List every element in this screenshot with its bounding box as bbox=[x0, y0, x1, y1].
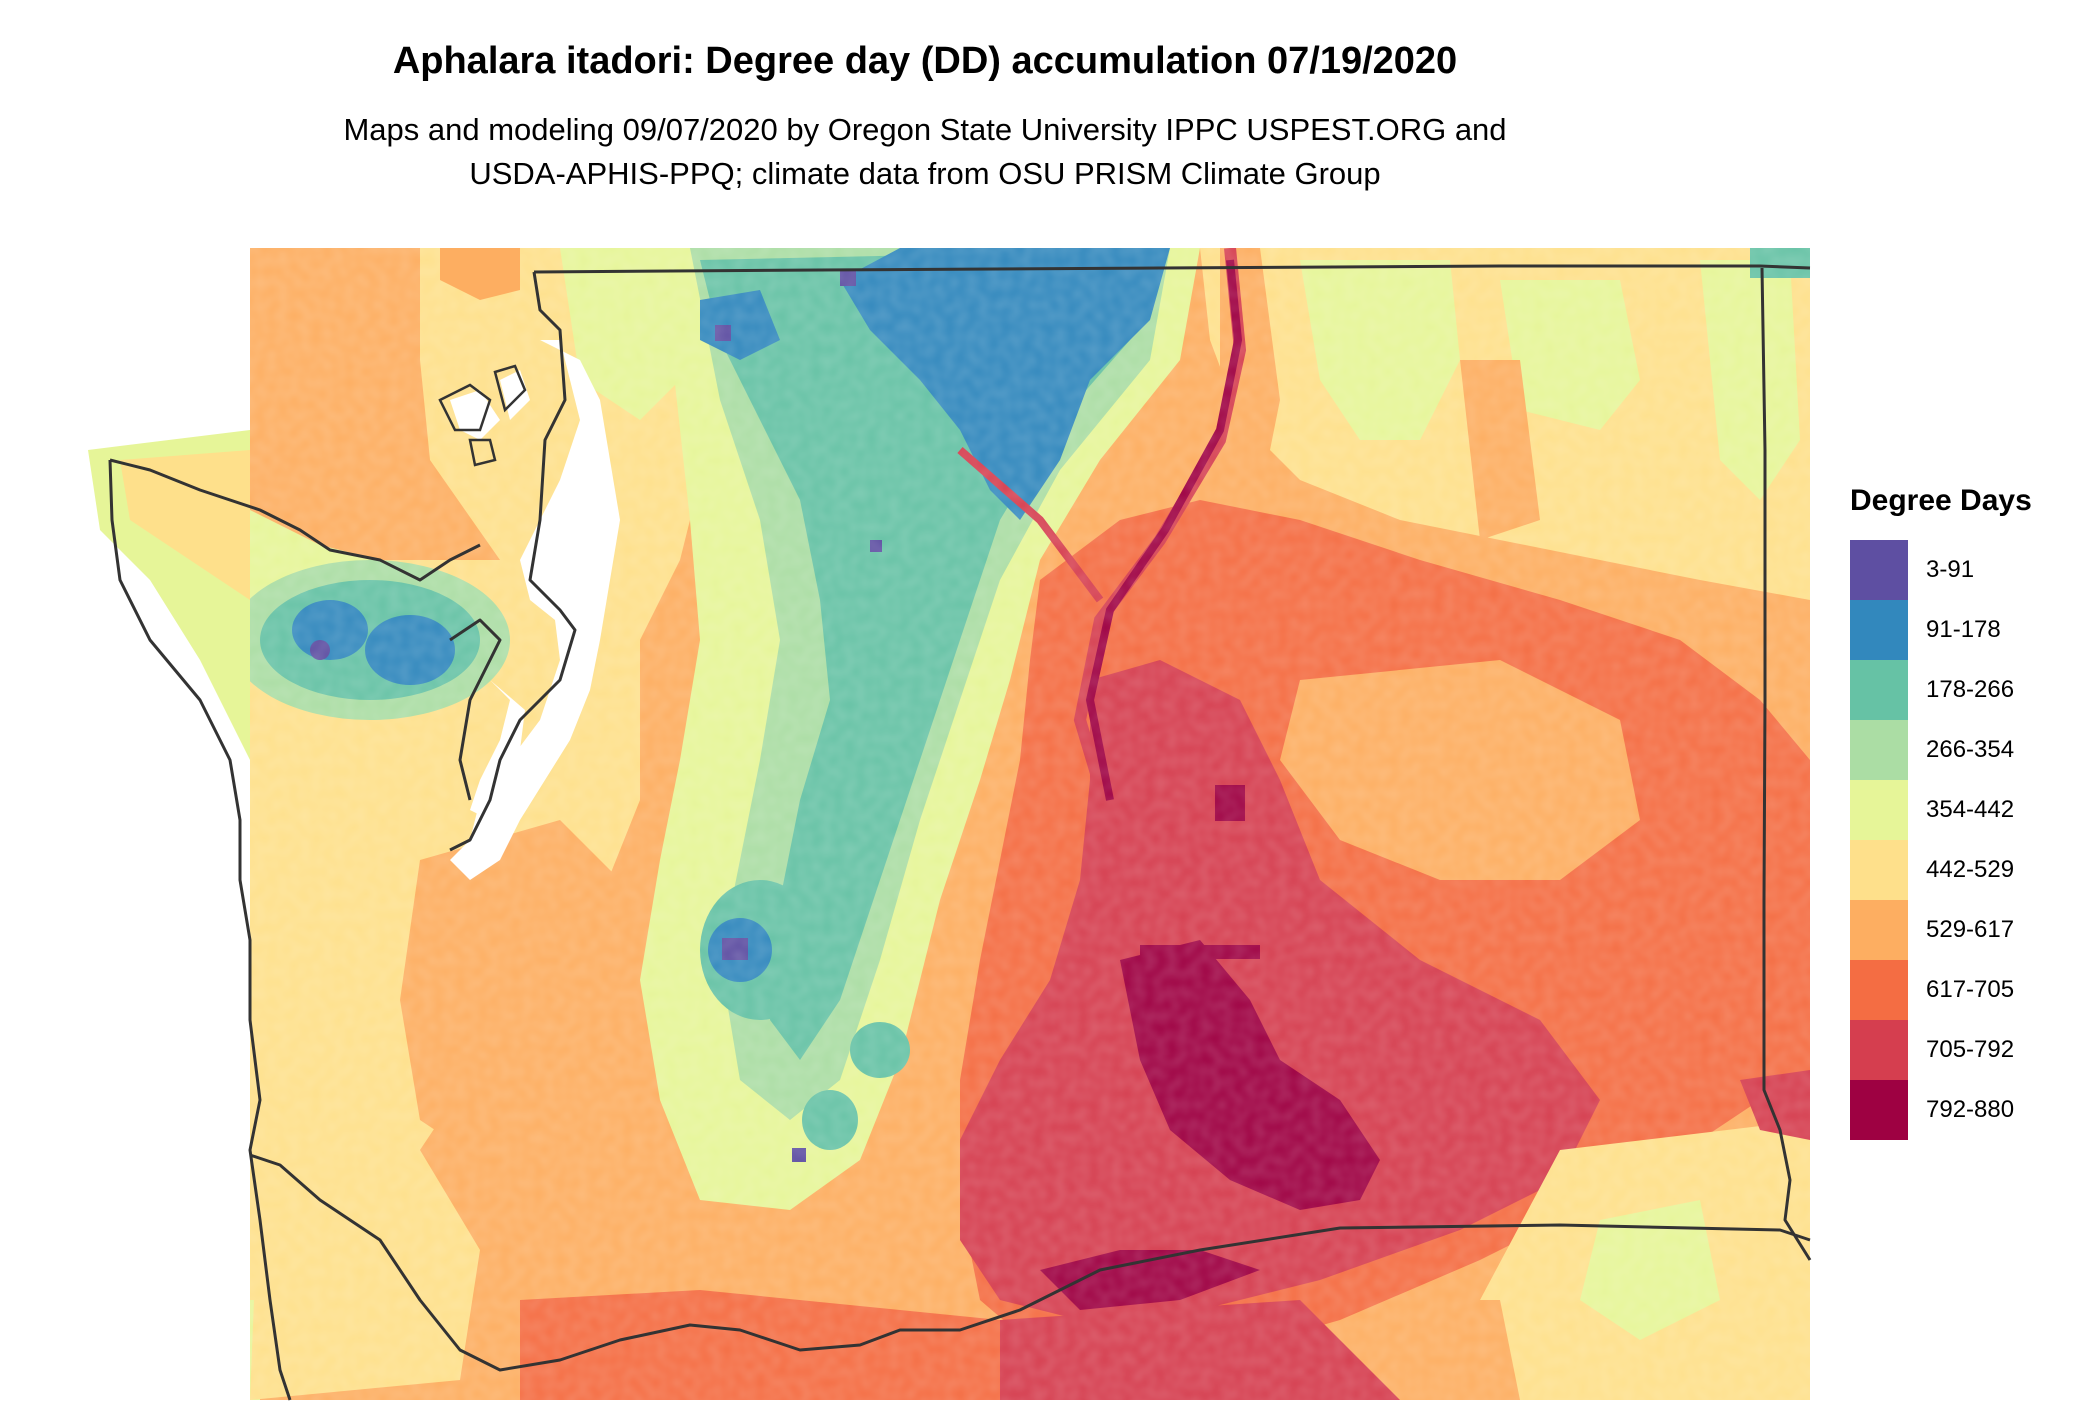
legend-label: 792-880 bbox=[1926, 1096, 2015, 1123]
legend-swatch bbox=[1850, 1020, 1908, 1080]
degree-day-raster bbox=[250, 248, 1810, 1400]
legend-label: 442-529 bbox=[1926, 856, 2015, 883]
legend-label: 91-178 bbox=[1926, 616, 2001, 643]
puget-sound bbox=[450, 340, 620, 880]
legend-item: 91-178 bbox=[1850, 600, 2032, 660]
legend-label: 529-617 bbox=[1926, 916, 2015, 943]
legend-label: 617-705 bbox=[1926, 976, 2015, 1003]
legend-swatch bbox=[1850, 540, 1908, 600]
legend-item: 442-529 bbox=[1850, 840, 2032, 900]
legend: Degree Days 3-91 91-178 178-266 266-354 354-… bbox=[1850, 484, 2032, 1140]
legend-item: 529-617 bbox=[1850, 900, 2032, 960]
legend-swatch bbox=[1850, 780, 1908, 840]
legend-label: 3-91 bbox=[1926, 556, 1975, 583]
legend-swatch bbox=[1850, 1080, 1908, 1140]
state-boundary bbox=[108, 264, 1812, 1401]
san-juan-islands bbox=[438, 364, 527, 467]
legend-item: 792-880 bbox=[1850, 1080, 2032, 1140]
legend-swatch bbox=[1850, 660, 1908, 720]
legend-item: 266-354 bbox=[1850, 720, 2032, 780]
legend-label: 178-266 bbox=[1926, 676, 2015, 703]
legend-item: 3-91 bbox=[1850, 540, 2032, 600]
legend-swatch bbox=[1850, 600, 1908, 660]
map-title: Aphalara itadori: Degree day (DD) accumu… bbox=[392, 40, 1458, 82]
legend-item: 617-705 bbox=[1850, 960, 2032, 1020]
subtitle-line-1: Maps and modeling 09/07/2020 by Oregon S… bbox=[343, 112, 1507, 147]
map-subtitle: Maps and modeling 09/07/2020 by Oregon S… bbox=[0, 108, 1850, 196]
legend-item: 178-266 bbox=[1850, 660, 2032, 720]
subtitle-line-2: USDA-APHIS-PPQ; climate data from OSU PR… bbox=[469, 156, 1381, 191]
legend-label: 705-792 bbox=[1926, 1036, 2015, 1063]
legend-swatch bbox=[1850, 840, 1908, 900]
legend-title: Degree Days bbox=[1850, 484, 2032, 517]
legend-rows: 3-91 91-178 178-266 266-354 354-442 442-529 52… bbox=[1850, 540, 2032, 1140]
legend-label: 266-354 bbox=[1926, 736, 2015, 763]
legend-label: 354-442 bbox=[1926, 796, 2015, 823]
legend-swatch bbox=[1850, 960, 1908, 1020]
legend-item: 354-442 bbox=[1850, 780, 2032, 840]
legend-swatch bbox=[1850, 900, 1908, 960]
legend-swatch bbox=[1850, 720, 1908, 780]
legend-item: 705-792 bbox=[1850, 1020, 2032, 1080]
